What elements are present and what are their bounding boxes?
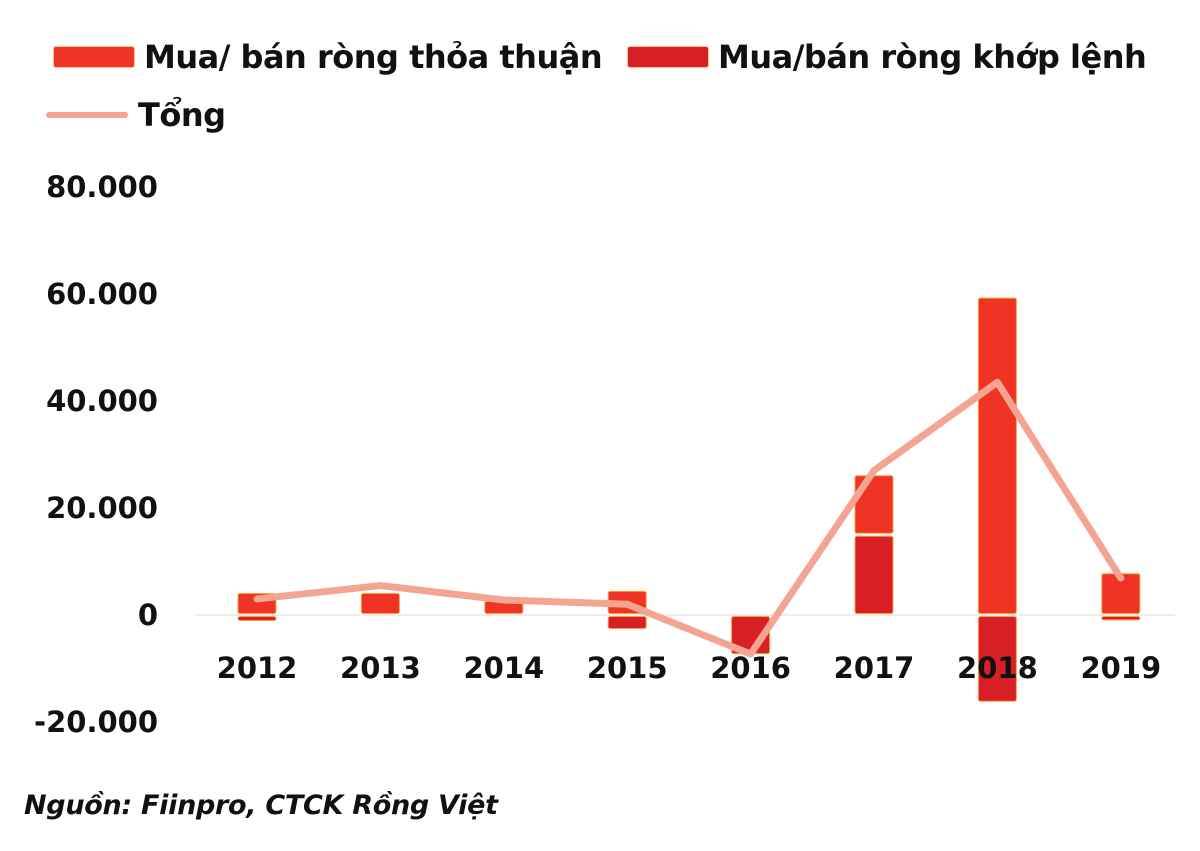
bar-series (237, 297, 1141, 702)
bar-2015-khop-lenh (607, 616, 647, 629)
x-tick-label: 2019 (1080, 651, 1161, 685)
legend-item-tong: Tổng (46, 96, 226, 134)
x-tick-label: 2015 (587, 651, 668, 685)
bar-2012-khop-lenh (237, 616, 277, 621)
legend-swatch-thoa-thuan (54, 47, 134, 67)
bar-2019-khop-lenh (1101, 616, 1141, 621)
x-tick-label: 2017 (834, 651, 915, 685)
bar-2013-thoa-thuan (360, 592, 400, 614)
bar-2018-khop-lenh (977, 616, 1017, 702)
y-tick-label: 0 (138, 598, 158, 632)
x-tick-label: 2014 (463, 651, 544, 685)
legend-swatch-tong (46, 112, 128, 118)
y-tick-label: 40.000 (46, 384, 158, 418)
y-axis: 80.000 60.000 40.000 20.000 0 -20.000 (34, 170, 158, 739)
legend-item-khop-lenh: Mua/bán ròng khớp lệnh (628, 38, 1147, 76)
x-tick-label: 2013 (340, 651, 421, 685)
x-tick-label: 2018 (957, 651, 1038, 685)
legend-swatch-khop-lenh (628, 47, 708, 67)
legend-item-thoa-thuan: Mua/ bán ròng thỏa thuận (54, 38, 603, 76)
y-tick-label: 60.000 (46, 277, 158, 311)
x-tick-label: 2012 (217, 651, 298, 685)
legend-label-tong: Tổng (138, 96, 226, 134)
y-tick-label: -20.000 (34, 705, 158, 739)
y-tick-label: 20.000 (46, 491, 158, 525)
y-tick-label: 80.000 (46, 170, 158, 204)
total-line (253, 378, 1125, 658)
legend-label-khop-lenh: Mua/bán ròng khớp lệnh (718, 38, 1147, 76)
x-axis: 2012 2013 2014 2015 2016 2017 2018 2019 (217, 651, 1162, 685)
source-note: Nguồn: Fiinpro, CTCK Rồng Việt (24, 790, 498, 821)
bar-2018-thoa-thuan (977, 297, 1017, 614)
legend-label-thoa-thuan: Mua/ bán ròng thỏa thuận (144, 38, 603, 76)
bar-2017-khop-lenh (854, 535, 894, 614)
chart-legend: Mua/ bán ròng thỏa thuận Mua/bán ròng kh… (0, 0, 1200, 160)
